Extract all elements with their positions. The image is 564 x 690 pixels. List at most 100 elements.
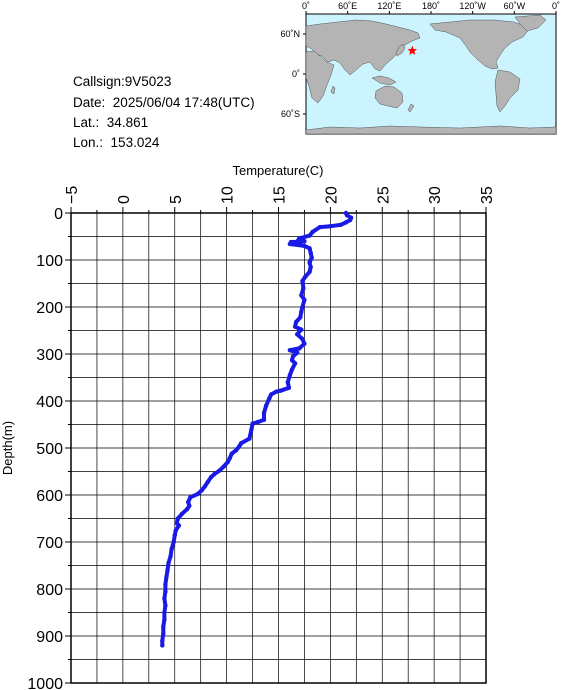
data-point bbox=[229, 451, 234, 456]
data-point bbox=[199, 488, 204, 493]
temperature-series bbox=[160, 210, 354, 648]
data-point bbox=[303, 274, 308, 279]
y-tick-label: 600 bbox=[36, 488, 63, 505]
y-tick-labels: 0 100 200 300 400 500 600 700 800 900 1000 bbox=[27, 206, 63, 690]
y-tick-label: 200 bbox=[36, 300, 63, 317]
y-tick-label: 0 bbox=[54, 206, 63, 223]
data-point bbox=[162, 617, 167, 622]
data-point bbox=[310, 229, 315, 234]
data-point bbox=[287, 372, 293, 378]
data-point bbox=[163, 582, 168, 587]
data-point bbox=[278, 388, 283, 393]
x-tick-label: 0 bbox=[116, 195, 133, 204]
data-point bbox=[302, 243, 307, 249]
data-point bbox=[162, 610, 167, 615]
data-point bbox=[344, 213, 350, 218]
data-point bbox=[163, 603, 168, 608]
data-point bbox=[165, 568, 170, 573]
data-point bbox=[300, 278, 305, 284]
x-tick-label: 30 bbox=[427, 186, 444, 204]
map-lat-label: 0˚ bbox=[292, 69, 300, 79]
data-point bbox=[212, 472, 217, 477]
data-point bbox=[164, 575, 169, 580]
data-point bbox=[287, 348, 293, 353]
data-point bbox=[173, 528, 178, 533]
map-axes: 0˚ 60˚E 120˚E 180˚ 120˚W 60˚W 0˚ 60˚N 0˚ 60˚S bbox=[280, 1, 560, 119]
data-point bbox=[292, 324, 298, 329]
map-lon-label: 120˚E bbox=[377, 1, 401, 11]
data-point bbox=[162, 596, 167, 601]
data-point bbox=[236, 444, 242, 449]
data-point bbox=[297, 346, 302, 351]
data-point bbox=[250, 421, 255, 426]
map-land bbox=[305, 14, 557, 135]
data-point bbox=[269, 392, 274, 397]
y-tick-label: 500 bbox=[36, 441, 63, 458]
data-point bbox=[292, 361, 298, 366]
eurasia-land bbox=[305, 19, 421, 76]
data-point bbox=[168, 553, 173, 559]
x-tick-label: −5 bbox=[64, 186, 81, 204]
australia-land bbox=[374, 85, 404, 109]
data-point bbox=[261, 417, 267, 422]
callsign-value: 9V5023 bbox=[124, 74, 172, 89]
data-point bbox=[217, 468, 222, 473]
y-tick-label: 900 bbox=[36, 629, 63, 646]
plot-frame bbox=[70, 212, 487, 684]
date-line: Date: 2025/06/04 17:48(UTC) bbox=[73, 94, 255, 111]
data-point bbox=[186, 499, 191, 505]
data-point bbox=[274, 389, 279, 394]
lon-line: Lon.: 153.024 bbox=[73, 134, 159, 151]
x-tick-label: 5 bbox=[168, 195, 185, 204]
data-point bbox=[309, 255, 314, 260]
data-point bbox=[238, 441, 244, 446]
data-point bbox=[166, 560, 171, 566]
data-point bbox=[289, 357, 295, 363]
data-point bbox=[171, 539, 176, 545]
lon-value: 153.024 bbox=[110, 135, 160, 150]
map-lat-label: 60˚S bbox=[281, 109, 300, 119]
data-point bbox=[299, 309, 304, 314]
y-tick-label: 1000 bbox=[27, 676, 63, 690]
data-point bbox=[179, 511, 185, 516]
data-point bbox=[169, 546, 174, 552]
data-point bbox=[233, 448, 239, 453]
data-point bbox=[299, 327, 304, 332]
data-point bbox=[176, 523, 182, 528]
y-tick-label: 400 bbox=[36, 394, 63, 411]
japan-land bbox=[395, 43, 406, 57]
data-point bbox=[247, 436, 252, 441]
callsign-line: Callsign:9V5023 bbox=[73, 73, 171, 90]
data-point bbox=[328, 224, 333, 229]
data-point bbox=[293, 319, 299, 325]
data-point bbox=[161, 631, 166, 636]
data-point bbox=[343, 220, 349, 225]
data-point bbox=[290, 354, 296, 359]
data-point bbox=[249, 427, 254, 432]
star-icon bbox=[407, 45, 417, 55]
data-point bbox=[302, 239, 307, 244]
x-tick-labels: −5 0 5 10 15 20 25 30 35 bbox=[64, 186, 496, 204]
x-tick-label: 15 bbox=[272, 186, 289, 204]
data-point bbox=[205, 479, 211, 484]
data-point bbox=[307, 260, 312, 265]
data-point bbox=[307, 233, 312, 238]
temperature-profile-line bbox=[160, 211, 354, 648]
newzealand-land bbox=[407, 103, 415, 113]
data-point bbox=[300, 304, 305, 310]
data-point bbox=[347, 217, 353, 223]
data-point bbox=[301, 286, 306, 291]
data-point bbox=[161, 624, 166, 629]
data-point bbox=[298, 315, 303, 320]
data-point bbox=[295, 332, 300, 337]
data-point bbox=[338, 222, 343, 227]
data-point bbox=[300, 336, 305, 342]
data-point bbox=[296, 238, 301, 243]
lat-label: Lat.: bbox=[73, 115, 100, 130]
x-axis-title: Temperature(C) bbox=[232, 163, 323, 178]
lat-line: Lat.: 34.861 bbox=[73, 114, 148, 131]
greenland-land bbox=[514, 14, 547, 32]
map-lon-label: 120˚W bbox=[459, 1, 486, 11]
date-value: 2025/06/04 17:48(UTC) bbox=[112, 95, 255, 110]
